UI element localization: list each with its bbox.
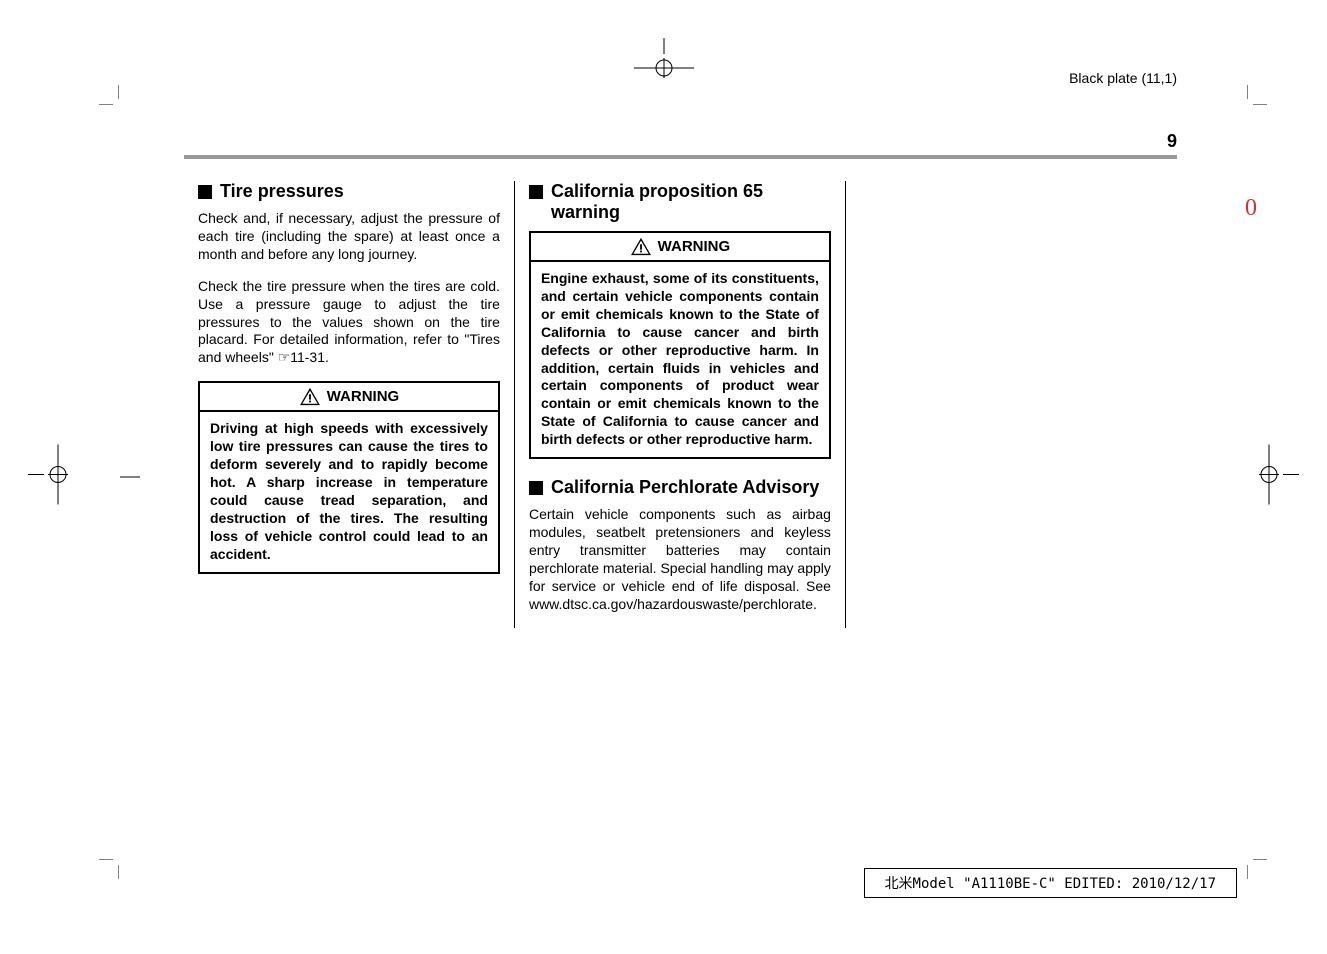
warning-body-text: Driving at high speeds with excessively … [200,412,498,571]
side-marker: 0 [1245,195,1257,222]
heading-prop65: California proposition 65 warning [551,181,831,223]
warning-label: WARNING [327,388,400,405]
column-2: California proposition 65 warning WARNIN… [515,181,846,628]
column-3 [846,181,1177,628]
inner-crop-tick [120,477,140,478]
section-bullet-icon [198,185,212,199]
crop-mark-tl [99,85,119,105]
warning-box: WARNING Driving at high speeds with exce… [198,381,500,573]
footer-model-info: 北米Model "A1110BE-C" EDITED: 2010/12/17 [864,868,1237,898]
warning-triangle-icon [630,237,652,256]
column-1: Tire pressures Check and, if necessary, … [184,181,515,628]
warning-box: WARNING Engine exhaust, some of its cons… [529,231,831,459]
section-bullet-icon [529,481,543,495]
heading-perchlorate: California Perchlorate Advisory [551,477,819,498]
page-number: 9 [1167,131,1177,152]
warning-label: WARNING [658,238,731,255]
crop-mark-br [1247,859,1267,879]
crop-mark-tr [1247,85,1267,105]
crop-mark-bl [99,859,119,879]
registration-mark-left [28,445,68,510]
plate-label: Black plate (11,1) [1069,70,1177,86]
registration-mark-right [1259,445,1299,510]
body-text: Check the tire pressure when the tires a… [198,278,500,366]
registration-mark-top [634,38,694,83]
warning-body-text: Engine exhaust, some of its constituents… [531,262,829,457]
cross-reference: ☞11-31. [278,349,329,365]
heading-tire-pressures: Tire pressures [220,181,344,202]
body-paragraph: Certain vehicle components such as airba… [529,506,831,613]
warning-triangle-icon [299,387,321,406]
body-paragraph: Check the tire pressure when the tires a… [198,278,500,368]
body-paragraph: Check and, if necessary, adjust the pres… [198,210,500,264]
header-rule [184,155,1177,159]
section-bullet-icon [529,185,543,199]
